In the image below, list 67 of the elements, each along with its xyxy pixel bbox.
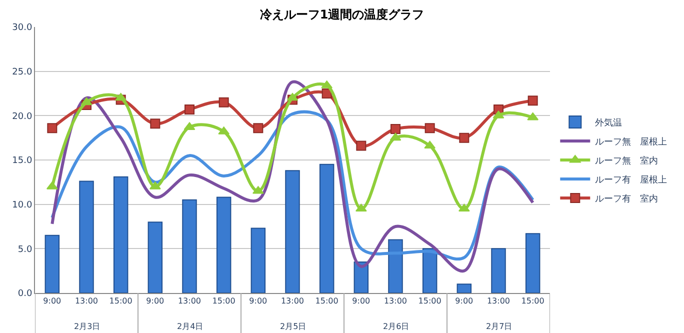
x-tick-label: 9:00 <box>146 296 164 306</box>
x-tick-label: 13:00 <box>384 296 408 306</box>
x-tick-label: 9:00 <box>455 296 474 306</box>
bar <box>456 284 472 293</box>
bar <box>319 164 334 293</box>
y-tick-label: 30.0 <box>12 23 32 34</box>
legend-label: ルーフ無 屋根上 <box>595 136 668 148</box>
x-tick-label: 13:00 <box>486 296 510 306</box>
x-tick-label: 15:00 <box>109 296 132 306</box>
bar <box>491 248 506 293</box>
bar <box>79 180 94 293</box>
point <box>322 88 332 98</box>
y-tick-label: 20.0 <box>12 112 32 122</box>
bar <box>216 196 232 293</box>
bar <box>285 170 300 293</box>
bar <box>388 239 403 293</box>
bar <box>148 222 163 293</box>
point <box>184 104 194 114</box>
point <box>459 132 470 143</box>
x-tick-label: 15:00 <box>521 296 544 306</box>
x-tick-label: 15:00 <box>418 296 442 306</box>
point <box>356 140 366 151</box>
point <box>253 123 264 134</box>
point <box>286 92 298 101</box>
point <box>528 96 538 106</box>
point <box>150 118 160 129</box>
point <box>424 140 436 149</box>
text: 2月4日 <box>177 322 204 331</box>
bar <box>182 199 197 293</box>
legend-label: 外気温 <box>595 118 622 129</box>
x-tick-label: 13:00 <box>178 296 202 306</box>
bar <box>113 176 128 293</box>
point <box>390 132 402 141</box>
point <box>527 112 539 120</box>
point <box>424 123 435 134</box>
bar <box>250 228 266 293</box>
point <box>115 92 127 101</box>
bar <box>422 248 438 293</box>
x-tick-label: 13:00 <box>280 296 304 306</box>
x-tick-label: 9:00 <box>352 296 370 306</box>
y-tick-label: 10.0 <box>12 200 32 210</box>
x-tick-label: 9:00 <box>249 296 268 306</box>
x-tick-label: 15:00 <box>315 296 338 306</box>
legend-label: ルーフ無 室内 <box>595 156 658 167</box>
text: 2月5日 <box>280 322 306 331</box>
chart-title: 冷えルーフ1週間の温度グラフ <box>260 7 424 22</box>
point <box>458 204 470 212</box>
text: 2月7日 <box>486 322 512 331</box>
legend-label: ルーフ有 屋根上 <box>595 174 668 186</box>
y-tick-label: 15.0 <box>12 156 32 166</box>
legend-label: ルーフ有 室内 <box>595 194 658 205</box>
y-tick-label: 25.0 <box>12 67 32 78</box>
line-series <box>50 80 534 272</box>
point <box>80 97 92 106</box>
x-tick-label: 15:00 <box>212 296 236 306</box>
point <box>390 124 400 134</box>
bar <box>44 234 60 293</box>
point <box>218 97 229 108</box>
y-tick-label: 0.0 <box>18 289 32 300</box>
text: 2月3日 <box>74 322 100 331</box>
point <box>355 204 367 212</box>
x-tick-label: 9:00 <box>43 296 62 306</box>
x-tick-label: 13:00 <box>74 296 98 306</box>
text: 2月6日 <box>383 322 410 331</box>
y-tick-label: 5.0 <box>18 244 32 255</box>
point <box>47 123 58 134</box>
bar <box>525 233 540 293</box>
